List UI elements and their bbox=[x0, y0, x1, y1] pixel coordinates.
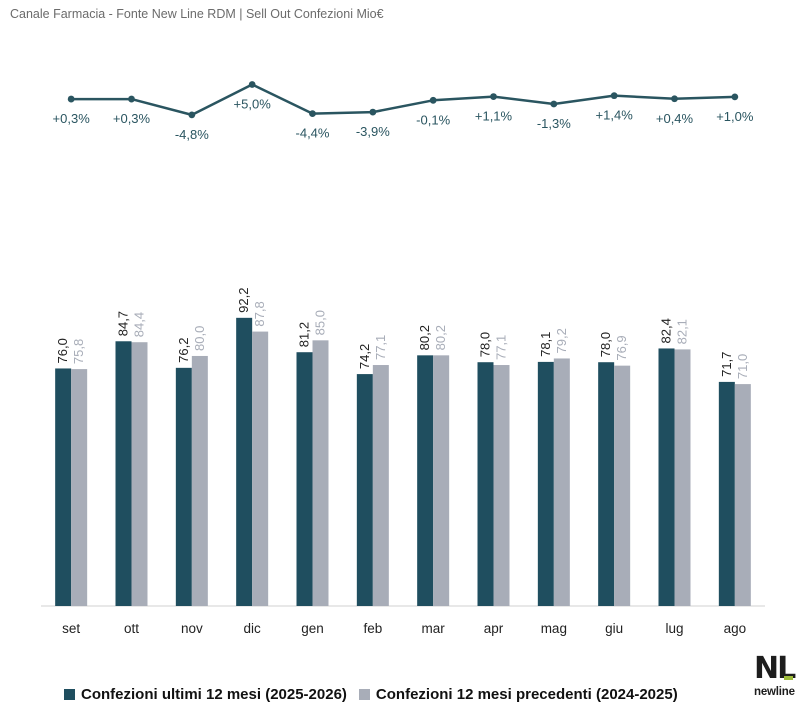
legend-swatch-previous bbox=[358, 688, 370, 700]
variation-label: +1,4% bbox=[596, 108, 634, 123]
bar-previous bbox=[734, 384, 751, 606]
bar-current bbox=[718, 381, 735, 606]
x-tick-label: mag bbox=[541, 621, 567, 636]
variation-point bbox=[369, 108, 377, 116]
data-label-current: 82,4 bbox=[659, 318, 674, 343]
variation-label: -3,9% bbox=[356, 124, 390, 139]
bar-previous bbox=[433, 355, 450, 606]
variation-label: -0,1% bbox=[416, 112, 450, 127]
data-label-current: 78,0 bbox=[598, 332, 613, 357]
data-label-previous: 77,1 bbox=[494, 335, 509, 360]
data-label-current: 74,2 bbox=[357, 344, 372, 369]
variation-point bbox=[731, 93, 739, 101]
data-label-previous: 87,8 bbox=[252, 301, 267, 326]
data-label-previous: 75,8 bbox=[71, 339, 86, 364]
data-label-current: 78,0 bbox=[478, 332, 493, 357]
data-label-previous: 77,1 bbox=[373, 335, 388, 360]
bar-current bbox=[356, 374, 373, 606]
variation-label: +0,3% bbox=[53, 111, 91, 126]
chart: 76,0 75,8 set 84,7 84,4 ott 76,2 80,0 nov 92,287,… bbox=[41, 81, 765, 636]
bar-previous bbox=[493, 365, 510, 606]
newline-logo: NL newline bbox=[752, 654, 796, 704]
legend: Confezioni ultimi 12 mesi (2025-2026) Co… bbox=[64, 684, 690, 704]
legend-item-previous: Confezioni 12 mesi precedenti (2024-2025… bbox=[358, 685, 678, 703]
data-label-current: 76,0 bbox=[55, 338, 70, 363]
bar-current bbox=[296, 352, 313, 606]
data-label-current: 71,7 bbox=[719, 352, 734, 377]
data-label-previous: 82,1 bbox=[675, 319, 690, 344]
bar-current bbox=[115, 341, 132, 606]
bar-previous bbox=[191, 355, 208, 606]
legend-label-previous: Confezioni 12 mesi precedenti (2024-2025… bbox=[375, 685, 678, 703]
variation-point bbox=[610, 92, 618, 100]
x-tick-label: mar bbox=[422, 621, 446, 636]
bar-previous bbox=[674, 349, 691, 606]
data-label-current: 81,2 bbox=[297, 322, 312, 347]
bar-previous bbox=[71, 369, 88, 606]
bar-current bbox=[598, 362, 615, 606]
data-label-previous: 79,2 bbox=[554, 328, 569, 353]
data-label-previous: 80,2 bbox=[433, 325, 448, 350]
logo-accent bbox=[784, 676, 793, 680]
legend-label-current: Confezioni ultimi 12 mesi (2025-2026) bbox=[81, 685, 347, 703]
bar-current bbox=[175, 367, 192, 606]
x-tick-label: nov bbox=[181, 621, 203, 636]
data-label-previous: 84,4 bbox=[132, 312, 147, 337]
x-tick-label: set bbox=[62, 621, 80, 636]
bar-previous bbox=[553, 358, 570, 606]
bar-current bbox=[658, 348, 675, 606]
bar-current bbox=[417, 355, 434, 606]
chart-title: Canale Farmacia - Fonte New Line RDM | S… bbox=[10, 7, 384, 21]
variation-line bbox=[71, 83, 735, 117]
data-label-current: 76,2 bbox=[176, 338, 191, 363]
data-label-previous: 76,9 bbox=[614, 335, 629, 360]
variation-point bbox=[429, 96, 437, 104]
data-label-previous: 71,0 bbox=[735, 354, 750, 379]
x-tick-label: feb bbox=[363, 621, 382, 636]
variation-label: +0,4% bbox=[656, 111, 694, 126]
data-label-previous: 80,0 bbox=[192, 326, 207, 351]
bar-current bbox=[537, 361, 554, 606]
variation-label: +5,0% bbox=[234, 97, 272, 112]
legend-item-current: Confezioni ultimi 12 mesi (2025-2026) bbox=[64, 686, 347, 703]
variation-label: +1,0% bbox=[716, 109, 754, 124]
data-label-previous: 85,0 bbox=[313, 310, 328, 335]
bar-previous bbox=[252, 331, 269, 606]
bar-current bbox=[236, 317, 253, 606]
variation-label: -4,4% bbox=[296, 126, 330, 141]
bar-previous bbox=[614, 365, 631, 606]
bar-previous bbox=[372, 365, 389, 606]
x-tick-label: dic bbox=[244, 621, 262, 636]
variation-label: +1,1% bbox=[475, 109, 513, 124]
variation-point bbox=[309, 110, 316, 118]
variation-label: -1,3% bbox=[537, 116, 571, 131]
x-tick-label: gen bbox=[301, 621, 324, 636]
variation-point bbox=[490, 93, 497, 100]
variation-label: -4,8% bbox=[175, 127, 209, 142]
data-label-current: 80,2 bbox=[417, 325, 432, 350]
x-tick-label: apr bbox=[484, 621, 504, 636]
bar-current bbox=[55, 368, 72, 606]
variation-point bbox=[188, 111, 196, 119]
legend-swatch-current bbox=[64, 688, 75, 700]
x-tick-label: ago bbox=[724, 621, 747, 636]
x-tick-label: lug bbox=[665, 621, 683, 636]
variation-point bbox=[128, 95, 135, 103]
bar-current bbox=[477, 362, 494, 606]
data-label-current: 92,2 bbox=[236, 288, 251, 313]
variation-point bbox=[671, 95, 678, 103]
logo-wordmark: newline bbox=[754, 686, 795, 698]
bar-previous bbox=[131, 342, 148, 606]
variation-point bbox=[248, 81, 256, 88]
variation-label: +0,3% bbox=[113, 111, 151, 126]
bar-previous bbox=[312, 340, 329, 606]
x-tick-label: giu bbox=[605, 621, 623, 636]
variation-point bbox=[550, 100, 558, 108]
x-tick-label: ott bbox=[124, 621, 139, 636]
data-label-current: 84,7 bbox=[116, 311, 131, 336]
data-label-current: 78,1 bbox=[538, 332, 553, 357]
variation-point bbox=[67, 95, 75, 103]
